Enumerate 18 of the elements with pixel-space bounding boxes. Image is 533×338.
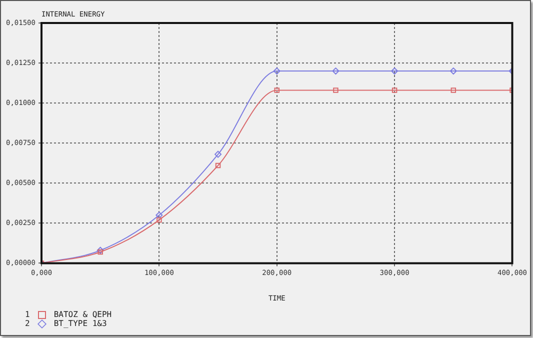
point: [156, 217, 162, 223]
point: [450, 88, 456, 93]
point: [273, 68, 280, 75]
text: 1: [25, 310, 30, 319]
point: [450, 68, 457, 75]
point: [391, 68, 398, 75]
legend-label: BATOZ & QEPH: [54, 310, 112, 319]
text: 2: [25, 319, 30, 328]
point: [214, 150, 222, 158]
point: [156, 212, 163, 219]
point: [96, 246, 104, 254]
point: [215, 162, 221, 168]
point: [332, 68, 340, 75]
point: [333, 88, 338, 93]
point: [274, 88, 280, 93]
point: [98, 249, 103, 255]
legend-label: BT_TYPE 1&3: [54, 319, 107, 328]
point: [392, 88, 398, 93]
